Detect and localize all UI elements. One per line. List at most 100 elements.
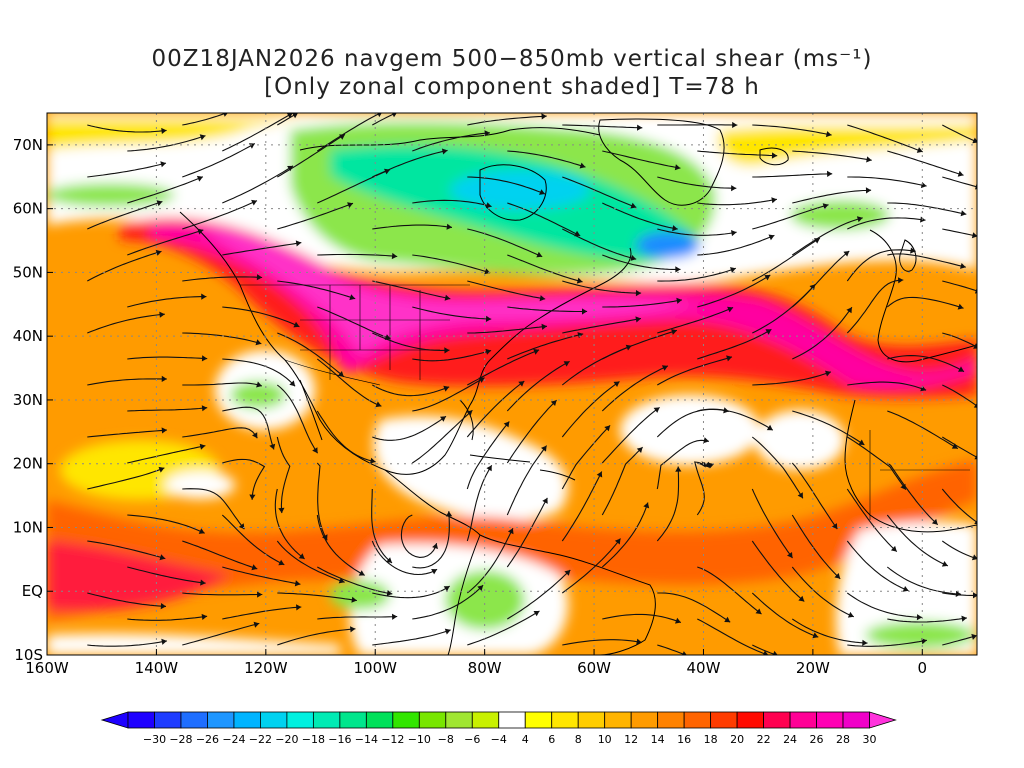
stream-arrowhead xyxy=(199,443,206,450)
streamline xyxy=(657,306,734,334)
streamline xyxy=(602,254,681,270)
coast-baja xyxy=(299,379,323,441)
stream-arrowhead xyxy=(672,225,678,232)
stream-arrowhead xyxy=(478,377,485,383)
streamline xyxy=(562,228,637,260)
streamline xyxy=(127,296,207,308)
stream-arrowhead xyxy=(732,121,738,128)
stream-arrowhead xyxy=(256,381,262,388)
streamline xyxy=(467,325,548,334)
colorbar-swatch xyxy=(445,711,473,729)
colorbar-label: 24 xyxy=(783,733,797,746)
stream-arrowhead xyxy=(485,348,492,355)
colorbar-label: 18 xyxy=(704,733,718,746)
streamline xyxy=(847,124,923,153)
lon-label: 40W xyxy=(687,659,721,677)
lat-label: EQ xyxy=(22,582,43,600)
streamline xyxy=(182,622,260,646)
stream-arrowhead xyxy=(843,251,850,257)
streamline xyxy=(697,328,772,360)
stream-arrowhead xyxy=(201,405,208,412)
stream-arrowhead xyxy=(960,210,967,217)
stream-arrowhead xyxy=(636,638,642,645)
stream-arrowhead xyxy=(477,585,484,591)
shade-subtrop-white-2 xyxy=(620,395,760,465)
streamline xyxy=(372,224,453,230)
streamline xyxy=(752,237,821,282)
border-us-mexico xyxy=(284,359,381,386)
stream-arrowhead xyxy=(766,424,773,431)
stream-arrowhead xyxy=(286,113,293,119)
streamline xyxy=(182,488,245,530)
colorbar-swatch xyxy=(551,711,579,729)
colorbar-swatch xyxy=(524,711,553,729)
streamline xyxy=(941,540,975,559)
colorbar-label: −28 xyxy=(169,733,192,746)
streamline xyxy=(792,150,872,161)
stream-arrowhead xyxy=(351,596,357,603)
stream-arrowhead xyxy=(251,199,257,206)
stream-arrowhead xyxy=(518,381,525,387)
title-line1: 00Z18JAN2026 navgem 500−850mb vertical s… xyxy=(151,46,873,72)
streamline xyxy=(467,228,543,258)
streamline xyxy=(602,150,681,169)
lon-label: 20W xyxy=(796,659,830,677)
colorbar-swatch xyxy=(604,711,632,729)
stream-arrowhead xyxy=(858,439,865,445)
map-frame xyxy=(46,112,978,656)
stream-arrowhead xyxy=(866,156,872,163)
lat-label: 30N xyxy=(13,391,43,409)
stream-arrowhead xyxy=(391,113,397,118)
stream-arrowhead xyxy=(384,334,391,340)
stream-arrowhead xyxy=(440,416,446,422)
colorbar-label: −18 xyxy=(302,733,325,746)
stream-arrowhead xyxy=(931,518,938,525)
stream-arrowhead xyxy=(653,407,660,413)
stream-arrowhead xyxy=(201,613,208,620)
streamline xyxy=(847,176,927,187)
stream-arrowhead xyxy=(550,400,557,406)
stream-arrowhead xyxy=(637,124,643,131)
shade-greenland-yellow xyxy=(718,124,977,166)
stream-arrowhead xyxy=(296,604,302,611)
shade-jet-pink xyxy=(200,228,700,355)
colorbar-swatch xyxy=(763,711,791,729)
stream-arrowhead xyxy=(269,443,276,450)
shade-hudson-cyan xyxy=(450,170,590,210)
streamline xyxy=(791,217,863,256)
streamline xyxy=(277,202,354,230)
stream-arrowhead xyxy=(604,425,611,432)
stream-arrowhead xyxy=(541,323,547,330)
stream-arrowhead xyxy=(920,385,927,392)
colorbar-swatch xyxy=(842,711,870,729)
stream-arrowhead xyxy=(466,410,473,417)
stream-arrowhead xyxy=(256,274,263,281)
streamline xyxy=(791,462,838,530)
streamline xyxy=(372,113,394,126)
stream-arrowhead xyxy=(972,137,977,144)
colorbar-label: −4 xyxy=(491,733,507,746)
stream-arrowhead xyxy=(724,616,731,623)
streamline xyxy=(846,279,904,334)
streamline xyxy=(942,636,974,646)
streamline xyxy=(467,349,540,386)
stream-arrowhead xyxy=(443,385,450,392)
stream-arrowhead xyxy=(295,240,302,247)
lat-label: 10N xyxy=(13,518,43,536)
stream-arrowhead xyxy=(533,611,540,617)
stream-arrowhead xyxy=(797,492,803,499)
streamline xyxy=(751,540,805,602)
stream-arrowhead xyxy=(349,294,356,301)
stream-arrowhead xyxy=(384,168,390,175)
colorbar-swatch xyxy=(286,711,314,729)
stream-arrowhead xyxy=(971,633,977,640)
streamline xyxy=(222,242,302,256)
stream-arrowhead xyxy=(764,275,771,281)
streamline xyxy=(127,566,206,584)
stream-arrowhead xyxy=(159,311,165,318)
colorbar-label: −12 xyxy=(381,733,404,746)
stream-arrowhead xyxy=(386,557,392,563)
stream-arrowhead xyxy=(765,329,772,335)
streamline xyxy=(316,462,328,541)
